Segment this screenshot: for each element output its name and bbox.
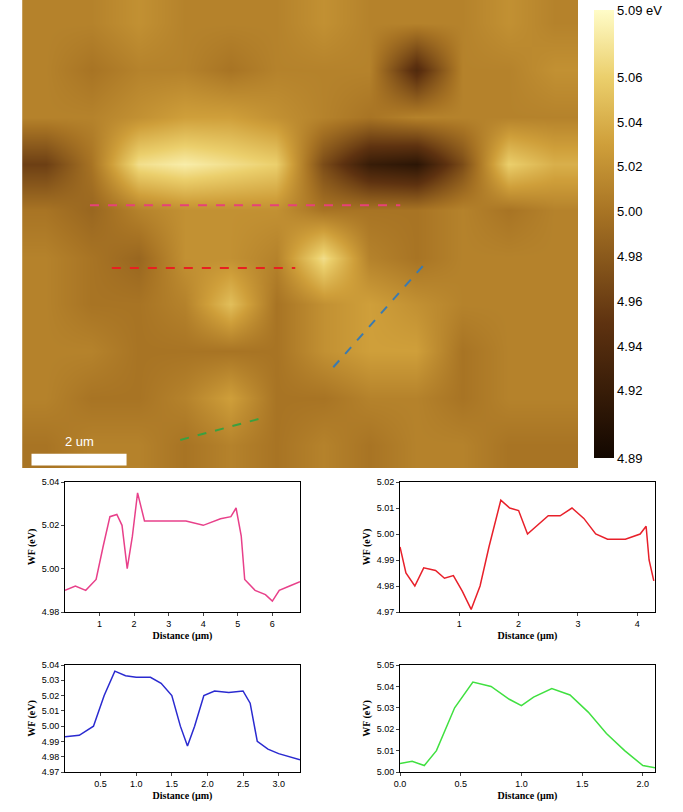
- svg-text:6: 6: [270, 619, 275, 629]
- svg-text:4: 4: [201, 619, 206, 629]
- svg-text:1: 1: [97, 619, 102, 629]
- svg-text:5.03: 5.03: [42, 675, 60, 685]
- svg-text:2.0: 2.0: [637, 779, 650, 789]
- svg-text:0.5: 0.5: [454, 779, 467, 789]
- svg-text:0.0: 0.0: [394, 779, 407, 789]
- svg-text:Distance (µm): Distance (µm): [153, 790, 213, 802]
- svg-text:5.04: 5.04: [42, 660, 60, 670]
- svg-text:4.99: 4.99: [377, 555, 395, 565]
- svg-text:1.0: 1.0: [130, 779, 143, 789]
- svg-text:3: 3: [166, 619, 171, 629]
- svg-text:2.0: 2.0: [201, 779, 214, 789]
- svg-text:5.01: 5.01: [377, 503, 395, 513]
- svg-text:5.03: 5.03: [377, 703, 395, 713]
- svg-text:5.02: 5.02: [42, 691, 60, 701]
- svg-text:4.89: 4.89: [617, 451, 642, 466]
- svg-text:5.02: 5.02: [377, 724, 395, 734]
- svg-text:4.98: 4.98: [42, 752, 60, 762]
- svg-text:2: 2: [132, 619, 137, 629]
- svg-text:Distance (µm): Distance (µm): [498, 790, 558, 802]
- svg-text:5.00: 5.00: [617, 204, 642, 219]
- svg-text:4.98: 4.98: [42, 607, 60, 617]
- svg-text:5.01: 5.01: [377, 746, 395, 756]
- svg-text:5.09 eV: 5.09 eV: [617, 3, 662, 18]
- svg-text:Distance (µm): Distance (µm): [153, 630, 213, 642]
- svg-text:3.0: 3.0: [272, 779, 285, 789]
- svg-text:5.04: 5.04: [377, 682, 395, 692]
- svg-text:0.5: 0.5: [94, 779, 107, 789]
- svg-text:WF (eV): WF (eV): [26, 529, 38, 566]
- svg-text:5.04: 5.04: [42, 477, 60, 487]
- svg-text:5.02: 5.02: [377, 477, 395, 487]
- svg-text:5.00: 5.00: [42, 564, 60, 574]
- svg-text:5.05: 5.05: [377, 660, 395, 670]
- svg-text:5.00: 5.00: [42, 721, 60, 731]
- svg-text:4.98: 4.98: [617, 249, 642, 264]
- svg-text:5.02: 5.02: [617, 159, 642, 174]
- svg-text:2.5: 2.5: [237, 779, 250, 789]
- svg-text:5.02: 5.02: [42, 520, 60, 530]
- svg-text:5.04: 5.04: [617, 115, 642, 130]
- svg-text:WF (eV): WF (eV): [26, 700, 38, 737]
- svg-text:2 um: 2 um: [65, 434, 94, 449]
- svg-text:4: 4: [635, 619, 640, 629]
- svg-text:4.92: 4.92: [617, 383, 642, 398]
- svg-text:1: 1: [457, 619, 462, 629]
- svg-text:4.97: 4.97: [377, 607, 395, 617]
- svg-text:Distance (µm): Distance (µm): [498, 630, 558, 642]
- svg-text:1.5: 1.5: [166, 779, 179, 789]
- svg-text:5.00: 5.00: [377, 529, 395, 539]
- svg-text:3: 3: [575, 619, 580, 629]
- svg-text:4.99: 4.99: [42, 737, 60, 747]
- svg-text:4.94: 4.94: [617, 339, 642, 354]
- svg-text:5.01: 5.01: [42, 706, 60, 716]
- svg-text:1.5: 1.5: [576, 779, 589, 789]
- svg-text:4.96: 4.96: [617, 294, 642, 309]
- svg-text:4.98: 4.98: [377, 581, 395, 591]
- svg-text:1.0: 1.0: [515, 779, 528, 789]
- svg-text:5: 5: [235, 619, 240, 629]
- svg-text:5.00: 5.00: [377, 767, 395, 777]
- svg-text:4.97: 4.97: [42, 767, 60, 777]
- svg-text:WF (eV): WF (eV): [361, 700, 373, 737]
- svg-text:5.06: 5.06: [617, 70, 642, 85]
- svg-text:2: 2: [516, 619, 521, 629]
- svg-text:WF (eV): WF (eV): [361, 529, 373, 566]
